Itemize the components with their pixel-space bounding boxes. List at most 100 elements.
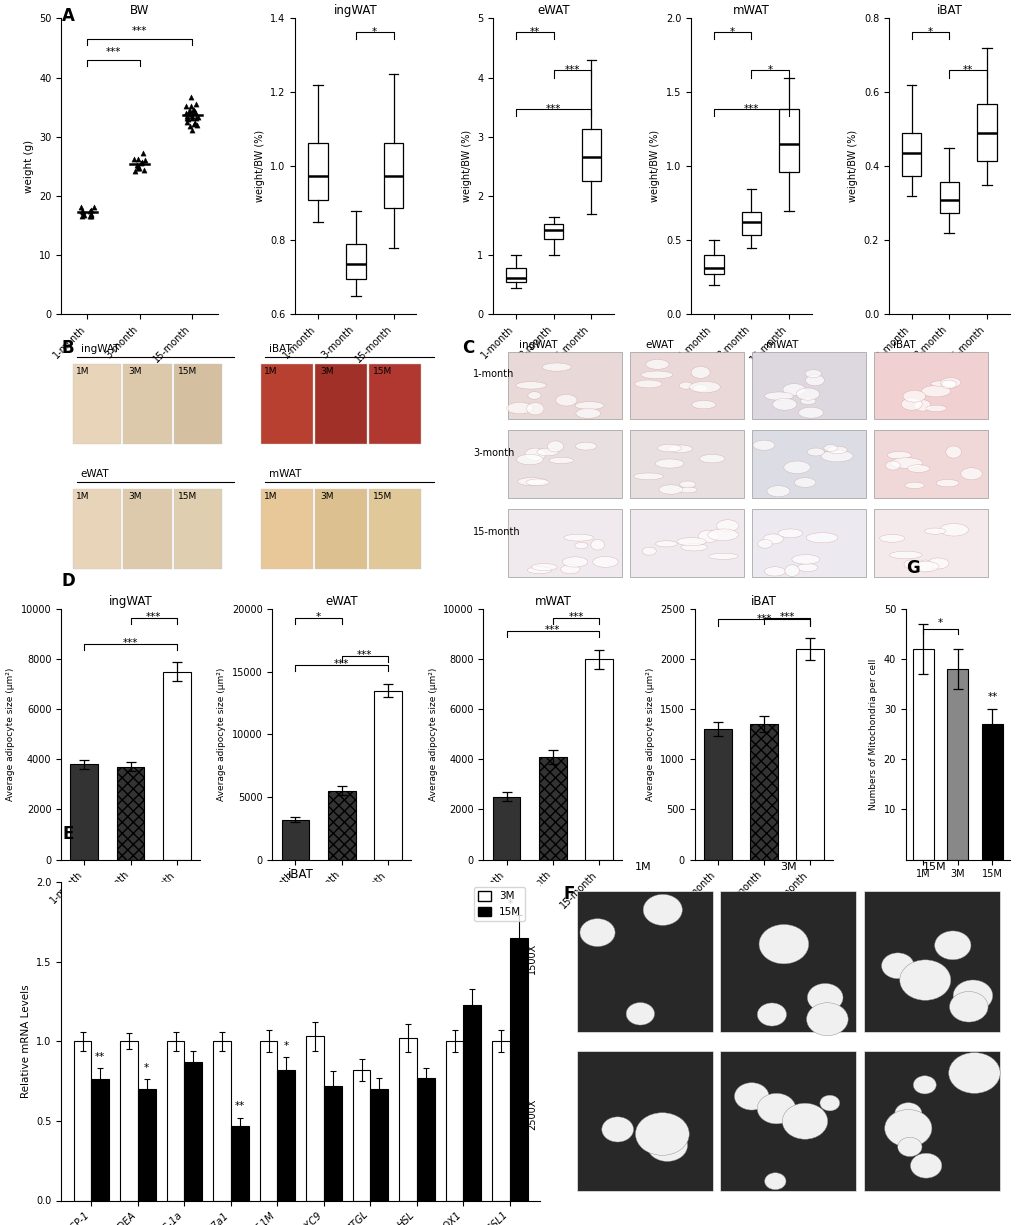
- Bar: [374, 691, 401, 860]
- Ellipse shape: [633, 473, 662, 480]
- Text: 1M: 1M: [264, 368, 278, 376]
- Y-axis label: weight (g): weight (g): [23, 140, 34, 192]
- Point: [180, 104, 197, 124]
- Point: [129, 156, 146, 175]
- Y-axis label: Average adipocyte size (μm²): Average adipocyte size (μm²): [217, 668, 226, 801]
- Bar: [370, 1089, 387, 1200]
- Point: [181, 102, 198, 121]
- Bar: [123, 489, 171, 570]
- PathPatch shape: [938, 183, 958, 213]
- Bar: [173, 489, 222, 570]
- Bar: [863, 1051, 999, 1191]
- Ellipse shape: [555, 394, 577, 405]
- Bar: [796, 649, 823, 860]
- PathPatch shape: [345, 244, 365, 279]
- Ellipse shape: [884, 461, 900, 470]
- Ellipse shape: [791, 555, 819, 565]
- Ellipse shape: [807, 984, 842, 1012]
- Text: **: **: [95, 1052, 105, 1062]
- Ellipse shape: [766, 485, 789, 496]
- Bar: [261, 364, 313, 445]
- Ellipse shape: [526, 479, 549, 485]
- Bar: [947, 669, 967, 860]
- PathPatch shape: [581, 130, 600, 181]
- Bar: [463, 1004, 481, 1200]
- Ellipse shape: [677, 538, 706, 545]
- Bar: [70, 764, 98, 860]
- Y-axis label: Relative mRNA Levels: Relative mRNA Levels: [20, 985, 31, 1098]
- Bar: [630, 352, 744, 419]
- Bar: [123, 364, 171, 445]
- Ellipse shape: [907, 464, 928, 473]
- Ellipse shape: [806, 1003, 848, 1035]
- Ellipse shape: [708, 554, 738, 560]
- Ellipse shape: [823, 445, 837, 452]
- Ellipse shape: [707, 529, 738, 540]
- Text: **: **: [986, 692, 997, 702]
- Point: [126, 160, 143, 180]
- Y-axis label: Average adipocyte size (μm²): Average adipocyte size (μm²): [645, 668, 654, 801]
- Text: *: *: [937, 617, 943, 627]
- Ellipse shape: [691, 401, 715, 409]
- Bar: [166, 1041, 184, 1200]
- Point: [185, 114, 202, 134]
- Ellipse shape: [667, 445, 692, 452]
- Point: [184, 109, 201, 129]
- Point: [180, 102, 197, 121]
- Point: [179, 108, 196, 127]
- Text: 1-month: 1-month: [473, 369, 514, 379]
- PathPatch shape: [383, 143, 404, 208]
- Ellipse shape: [945, 446, 961, 458]
- Ellipse shape: [679, 481, 695, 488]
- Text: eWAT: eWAT: [81, 469, 109, 479]
- Ellipse shape: [806, 448, 823, 456]
- Text: E: E: [62, 824, 74, 843]
- Bar: [184, 1062, 202, 1200]
- Ellipse shape: [734, 1083, 768, 1110]
- Ellipse shape: [880, 953, 913, 979]
- Point: [83, 206, 99, 225]
- Ellipse shape: [531, 564, 556, 571]
- Title: iBAT: iBAT: [750, 595, 776, 608]
- Ellipse shape: [657, 445, 681, 452]
- Ellipse shape: [794, 478, 815, 488]
- Point: [178, 96, 195, 115]
- Ellipse shape: [894, 1102, 921, 1125]
- Legend: 3M, 15M: 3M, 15M: [474, 887, 525, 921]
- Ellipse shape: [782, 1104, 826, 1139]
- Ellipse shape: [542, 363, 571, 371]
- Text: ingWAT: ingWAT: [519, 341, 557, 350]
- Text: 15M: 15M: [177, 368, 197, 376]
- Bar: [492, 1041, 510, 1200]
- Point: [187, 114, 204, 134]
- Point: [184, 100, 201, 120]
- Ellipse shape: [516, 454, 543, 464]
- Ellipse shape: [536, 448, 558, 456]
- Title: BW: BW: [130, 4, 150, 17]
- Ellipse shape: [899, 960, 950, 1001]
- Ellipse shape: [640, 371, 673, 379]
- Ellipse shape: [693, 385, 707, 392]
- Ellipse shape: [716, 519, 738, 532]
- Ellipse shape: [805, 375, 823, 386]
- Ellipse shape: [914, 399, 930, 412]
- Text: A: A: [62, 6, 75, 24]
- Ellipse shape: [626, 1002, 654, 1025]
- Text: ingWAT: ingWAT: [81, 343, 119, 354]
- Ellipse shape: [910, 1153, 941, 1178]
- Point: [73, 206, 90, 225]
- Text: ***: ***: [545, 104, 560, 114]
- Text: *: *: [730, 27, 735, 37]
- Bar: [163, 671, 191, 860]
- Ellipse shape: [948, 1052, 1000, 1094]
- Ellipse shape: [941, 380, 956, 388]
- Bar: [507, 510, 622, 577]
- Point: [74, 202, 91, 222]
- Text: B: B: [61, 339, 73, 356]
- Bar: [510, 937, 527, 1200]
- Ellipse shape: [575, 442, 596, 450]
- Text: 3M: 3M: [320, 492, 333, 501]
- Ellipse shape: [783, 461, 810, 474]
- Ellipse shape: [797, 564, 817, 572]
- Bar: [116, 767, 145, 860]
